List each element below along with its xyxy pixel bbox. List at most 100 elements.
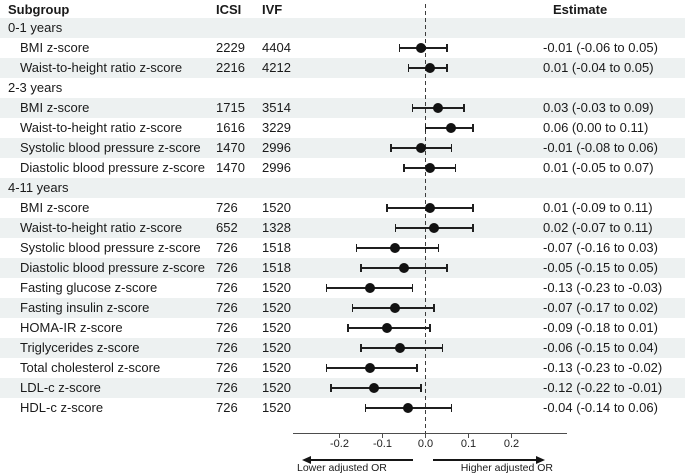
estimate-text: 0.02 (-0.07 to 0.11)	[543, 220, 653, 235]
group-header-row: 4-11 years	[0, 178, 685, 198]
ivf-count: 1520	[262, 380, 291, 395]
x-axis-tick-label: 0.2	[503, 438, 520, 450]
ivf-count: 1520	[262, 320, 291, 335]
icsi-count: 1470	[216, 140, 245, 155]
row-label: LDL-c z-score	[20, 380, 101, 395]
icsi-count: 726	[216, 260, 238, 275]
zero-reference-line	[425, 4, 426, 433]
ivf-count: 1520	[262, 360, 291, 375]
icsi-count: 726	[216, 280, 238, 295]
ivf-count: 1520	[262, 300, 291, 315]
point-estimate-dot	[446, 123, 457, 133]
estimate-text: 0.01 (-0.05 to 0.07)	[543, 160, 654, 175]
subgroup-row: Waist-to-height ratio z-score 1616 3229 0.0…	[0, 118, 685, 138]
estimate-text: 0.03 (-0.03 to 0.09)	[543, 100, 654, 115]
ci-cap-left	[330, 384, 332, 392]
higher-or-arrowhead-icon	[536, 456, 545, 464]
icsi-count: 726	[216, 340, 238, 355]
group-label: 0-1 years	[8, 20, 63, 35]
estimate-text: 0.01 (-0.09 to 0.11)	[543, 200, 653, 215]
column-header-ivf: IVF	[262, 2, 283, 17]
subgroup-row: BMI z-score 726 1520 0.01 (-0.09 to 0.11)	[0, 198, 685, 218]
subgroup-row: Systolic blood pressure z-score 726 1518 -0…	[0, 238, 685, 258]
ci-cap-left	[364, 404, 367, 412]
row-label: Fasting glucose z-score	[20, 280, 158, 295]
point-estimate-dot	[424, 63, 435, 73]
icsi-count: 652	[216, 220, 238, 235]
row-label: Waist-to-height ratio z-score	[20, 120, 183, 135]
icsi-count: 726	[216, 360, 238, 375]
ci-cap-left	[411, 104, 414, 112]
subgroup-row: Fasting insulin z-score 726 1520 -0.07 (-0.…	[0, 298, 685, 318]
estimate-text: -0.07 (-0.16 to 0.03)	[543, 240, 658, 255]
x-axis-tick-label: 0.0	[417, 438, 434, 450]
column-header-estimate: Estimate	[553, 2, 608, 17]
ci-cap-left	[403, 164, 405, 172]
ci-cap-right	[446, 264, 448, 272]
x-axis-tick	[339, 433, 340, 438]
point-estimate-dot	[390, 243, 401, 253]
row-label: Diastolic blood pressure z-score	[20, 160, 205, 175]
ci-cap-right	[450, 404, 453, 412]
group-header-row: 0-1 years	[0, 18, 685, 38]
group-header-row: 2-3 years	[0, 78, 685, 98]
ci-cap-left	[407, 64, 410, 72]
point-estimate-dot	[403, 403, 414, 413]
point-estimate-dot	[381, 323, 392, 333]
row-label: Fasting insulin z-score	[20, 300, 150, 315]
ivf-count: 1520	[262, 400, 291, 415]
row-label: HOMA-IR z-score	[20, 320, 123, 335]
ci-cap-right	[446, 44, 448, 52]
ci-cap-left	[355, 244, 358, 252]
row-label: Waist-to-height ratio z-score	[20, 60, 183, 75]
higher-or-label: Higher adjusted OR	[460, 462, 553, 474]
estimate-text: 0.06 (0.00 to 0.11)	[543, 120, 649, 135]
ivf-count: 3229	[262, 120, 291, 135]
row-label: BMI z-score	[20, 40, 90, 55]
icsi-count: 1470	[216, 160, 245, 175]
point-estimate-dot	[429, 223, 440, 233]
subgroup-row: Diastolic blood pressure z-score 1470 2996…	[0, 158, 685, 178]
ci-cap-left	[351, 304, 354, 312]
ci-cap-right	[472, 224, 474, 232]
ci-cap-left	[360, 344, 362, 352]
subgroup-row: BMI z-score 2229 4404 -0.01 (-0.06 to 0.05)	[0, 38, 685, 58]
ci-cap-left	[394, 224, 397, 232]
x-axis-tick-label: -0.2	[330, 438, 349, 450]
ci-cap-right	[411, 284, 414, 292]
ci-cap-left	[325, 364, 328, 372]
row-label: BMI z-score	[20, 200, 90, 215]
ivf-count: 2996	[262, 160, 291, 175]
row-label: Triglycerides z-score	[20, 340, 140, 355]
point-estimate-dot	[368, 383, 379, 393]
estimate-text: -0.05 (-0.15 to 0.05)	[543, 260, 658, 275]
row-label: Diastolic blood pressure z-score	[20, 260, 205, 275]
ci-cap-left	[390, 144, 392, 152]
subgroup-row: Triglycerides z-score 726 1520 -0.06 (-0.15…	[0, 338, 685, 358]
point-estimate-dot	[390, 303, 401, 313]
x-axis-tick-label: 0.1	[460, 438, 477, 450]
point-estimate-dot	[424, 203, 435, 213]
x-axis-tick	[468, 433, 469, 438]
point-estimate-dot	[364, 363, 375, 373]
x-axis-tick	[425, 433, 426, 438]
ci-cap-left	[360, 264, 362, 272]
ci-cap-right	[437, 244, 440, 252]
estimate-text: -0.13 (-0.23 to -0.02)	[543, 360, 663, 375]
point-estimate-dot	[394, 343, 405, 353]
icsi-count: 726	[216, 380, 238, 395]
subgroup-row: Total cholesterol z-score 726 1520 -0.13 (-…	[0, 358, 685, 378]
icsi-count: 726	[216, 300, 238, 315]
subgroup-row: Waist-to-height ratio z-score 2216 4212 0.0…	[0, 58, 685, 78]
point-estimate-dot	[399, 263, 409, 273]
icsi-count: 726	[216, 200, 238, 215]
ivf-count: 1520	[262, 200, 291, 215]
point-estimate-dot	[433, 103, 444, 113]
ivf-count: 3514	[262, 100, 291, 115]
ivf-count: 2996	[262, 140, 291, 155]
ci-cap-right	[472, 124, 474, 132]
icsi-count: 726	[216, 320, 238, 335]
point-estimate-dot	[416, 43, 427, 53]
x-axis-tick	[382, 433, 383, 438]
ci-cap-right	[420, 384, 422, 392]
